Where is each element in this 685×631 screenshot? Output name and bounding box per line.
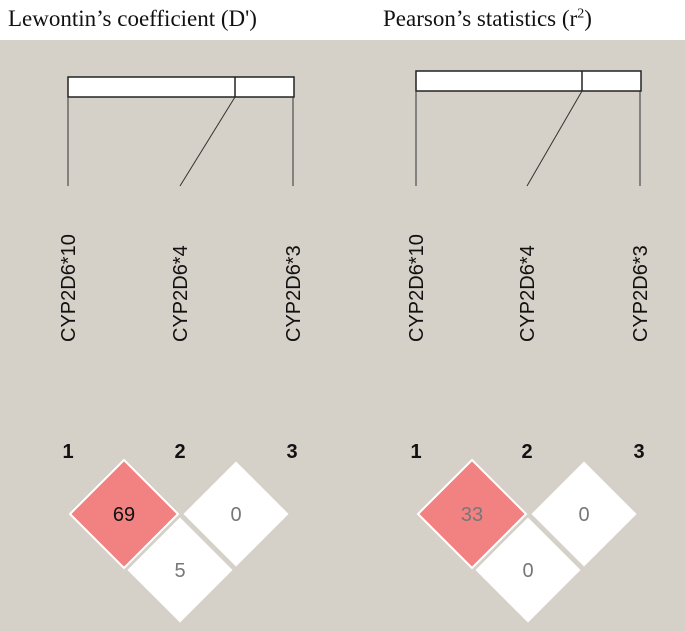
marker-label-2: CYP2D6*4 bbox=[517, 245, 539, 342]
marker-index-3: 3 bbox=[286, 441, 297, 463]
ld-value-1-2: 33 bbox=[461, 504, 483, 526]
marker-label-3: CYP2D6*3 bbox=[630, 245, 652, 342]
marker-label-3: CYP2D6*3 bbox=[283, 245, 305, 342]
ld-cell-1-2 bbox=[68, 458, 180, 570]
marker-line-2 bbox=[526, 90, 583, 187]
ld-value-2-3: 0 bbox=[578, 504, 589, 526]
ld-value-1-2: 69 bbox=[113, 504, 135, 526]
panel-1-title-text: Lewontin’s coefficient (D') bbox=[8, 6, 257, 31]
panel-2-title-superscript: 2 bbox=[577, 6, 585, 22]
marker-label-1: CYP2D6*10 bbox=[58, 234, 80, 342]
ld-cell-1-3 bbox=[124, 514, 236, 626]
ld-plot-panel: CYP2D6*10 CYP2D6*4 CYP2D6*3 1 2 3 69 0 5… bbox=[0, 40, 685, 631]
ld-plot-2: CYP2D6*10 CYP2D6*4 CYP2D6*3 1 2 3 33 0 0 bbox=[406, 70, 652, 626]
marker-label-2: CYP2D6*4 bbox=[170, 245, 192, 342]
marker-index-1: 1 bbox=[410, 441, 421, 463]
marker-label-1: CYP2D6*10 bbox=[406, 234, 428, 342]
ld-cell-1-2 bbox=[416, 458, 528, 570]
chromosome-bar bbox=[415, 70, 642, 92]
ld-value-2-3: 0 bbox=[230, 504, 241, 526]
panel-2-title-text: Pearson’s statistics (r bbox=[383, 6, 578, 31]
ld-value-1-3: 5 bbox=[174, 560, 185, 582]
marker-line-2 bbox=[179, 96, 236, 187]
ld-plot-1: CYP2D6*10 CYP2D6*4 CYP2D6*3 1 2 3 69 0 5 bbox=[58, 76, 305, 626]
panel-2-title: Pearson’s statistics (r2) bbox=[383, 0, 592, 38]
panel-2-title-close: ) bbox=[584, 6, 592, 31]
ld-cell-2-3 bbox=[528, 458, 640, 570]
marker-index-2: 2 bbox=[521, 441, 532, 463]
marker-index-1: 1 bbox=[62, 441, 73, 463]
marker-index-2: 2 bbox=[174, 441, 185, 463]
ld-plot-svg: CYP2D6*10 CYP2D6*4 CYP2D6*3 1 2 3 69 0 5… bbox=[58, 70, 652, 626]
panel-1-title: Lewontin’s coefficient (D') bbox=[8, 0, 257, 38]
chromosome-bar bbox=[67, 76, 295, 98]
ld-cell-1-3 bbox=[472, 514, 584, 626]
ld-cell-2-3 bbox=[180, 458, 292, 570]
marker-index-3: 3 bbox=[633, 441, 644, 463]
ld-value-1-3: 0 bbox=[522, 560, 533, 582]
